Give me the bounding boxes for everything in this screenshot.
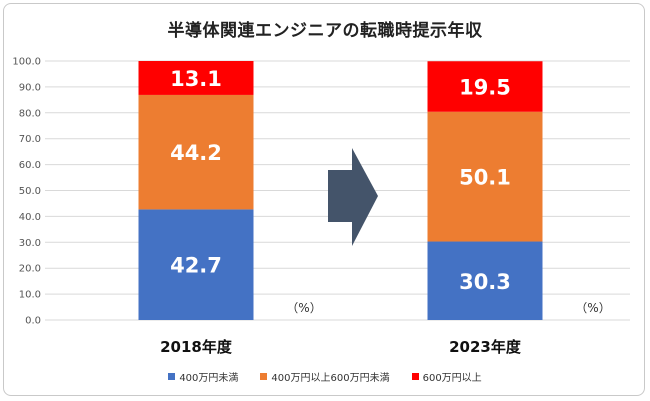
legend-swatch-400-600 [260, 373, 268, 380]
legend: 400万円未満 400万円以上600万円未満 600万円以上 [0, 369, 650, 384]
data-label: 13.1 [170, 67, 222, 91]
legend-swatch-600-plus [411, 373, 419, 380]
y-tick-label: 70.0 [19, 134, 41, 145]
bar-segment [427, 111, 543, 242]
legend-label-600-plus: 600万円以上 [422, 373, 482, 384]
y-tick-label: 50.0 [19, 186, 41, 197]
y-tick-label: 80.0 [19, 108, 41, 119]
chart-title: 半導体関連エンジニアの転職時提示年収 [167, 21, 483, 41]
legend-item-600-plus: 600万円以上 [411, 369, 482, 384]
bar-segment [427, 241, 543, 320]
bar-segment [138, 61, 254, 95]
legend-swatch-under-400 [168, 373, 176, 380]
unit-label: （%） [286, 301, 321, 315]
legend-item-under-400: 400万円未満 [168, 369, 238, 384]
data-label: 50.1 [459, 166, 511, 190]
y-tick-label: 0.0 [25, 316, 41, 327]
y-tick-label: 30.0 [19, 238, 41, 249]
bar-segment [138, 209, 254, 320]
y-tick-label: 90.0 [19, 82, 41, 93]
bar-segment [138, 94, 254, 210]
right-arrow-icon [328, 148, 378, 246]
y-tick-label: 100.0 [12, 57, 41, 68]
legend-label-400-600: 400万円以上600万円未満 [271, 373, 390, 384]
unit-label: （%） [575, 301, 610, 315]
y-tick-label: 20.0 [19, 264, 41, 275]
data-label: 42.7 [170, 254, 222, 278]
legend-item-400-600: 400万円以上600万円未満 [260, 369, 390, 384]
data-label: 44.2 [170, 141, 222, 165]
y-tick-label: 60.0 [19, 160, 41, 171]
data-label: 19.5 [459, 76, 511, 100]
data-label: 30.3 [459, 270, 511, 294]
legend-label-under-400: 400万円未満 [179, 373, 239, 384]
category-label: 2018年度 [160, 338, 233, 356]
y-tick-label: 10.0 [19, 290, 41, 301]
y-tick-label: 40.0 [19, 212, 41, 223]
category-label: 2023年度 [449, 338, 522, 356]
bar-segment [427, 61, 543, 112]
